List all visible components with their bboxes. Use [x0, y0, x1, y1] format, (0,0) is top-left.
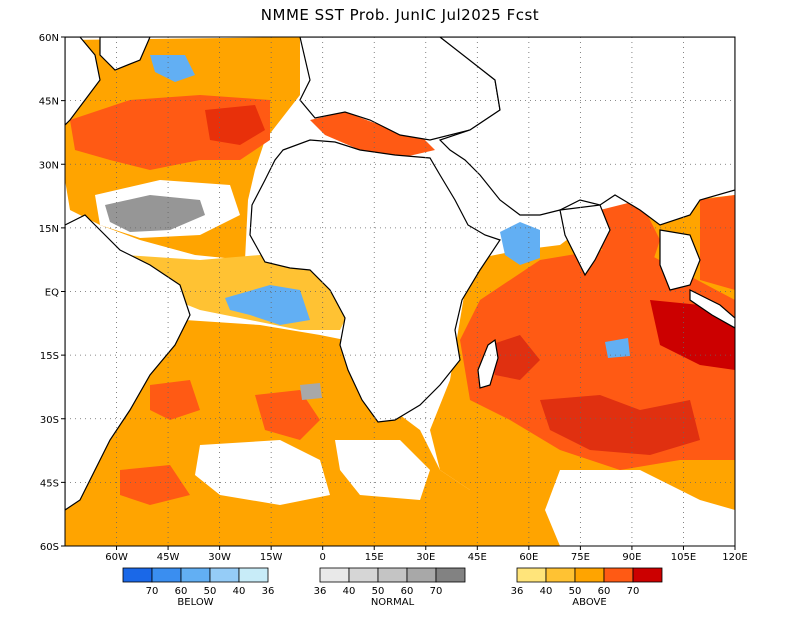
legend-swatch [435, 567, 466, 583]
below-region-north-atlantic [150, 55, 195, 82]
middle-east-asia-landmass [438, 37, 735, 226]
lon-tick-label: 75E [571, 552, 590, 563]
arabian-sea-below [500, 222, 540, 265]
lon-tick-label: 0 [320, 552, 326, 563]
legend-swatch [406, 567, 437, 583]
lat-tick-label: 15S [40, 351, 59, 362]
legend-swatch [632, 567, 663, 583]
legend-normal: 36 40 50 60 70 NORMAL [314, 567, 466, 608]
legend-value-label: 40 [343, 586, 356, 597]
south-atlantic-strong [150, 380, 200, 420]
legend-swatch [545, 567, 576, 583]
legend-swatch [574, 567, 605, 583]
india-landmass [559, 204, 611, 277]
lat-tick-label: 30S [40, 415, 59, 426]
mediterranean-above [310, 112, 435, 158]
legend-above: 36 40 50 60 70 ABOVE [511, 567, 663, 608]
lon-tick-label: 30E [416, 552, 435, 563]
lon-tick-label: 45W [157, 552, 180, 563]
south-america-landmass [65, 214, 191, 511]
legend-value-label: 36 [262, 586, 275, 597]
south-atlantic-gap-2 [335, 440, 430, 500]
axis-ticks: 60W 45W 30W 15W 0 15E 30E 45E 60E 75E 90E 105E 120E 6… [39, 33, 748, 563]
south-atlantic-normal [300, 383, 322, 400]
north-america-landmass [65, 37, 101, 126]
lon-tick-label: 15E [365, 552, 384, 563]
lon-tick-label: 15W [260, 552, 283, 563]
legend-category-label: BELOW [177, 597, 213, 608]
legend-below: 70 60 50 40 36 BELOW [122, 567, 275, 608]
legend-value-label: 60 [401, 586, 414, 597]
legend-value-label: 40 [233, 586, 246, 597]
lat-tick-label: EQ [45, 288, 59, 299]
legend-value-label: 36 [511, 586, 524, 597]
lon-tick-label: 90E [622, 552, 641, 563]
south-atlantic-strong-3 [120, 465, 190, 505]
grid-lines [65, 37, 735, 546]
lon-tick-label: 60W [105, 552, 128, 563]
south-atlantic-gap [195, 440, 330, 505]
lat-tick-label: 60N [39, 33, 59, 44]
legend-value-label: 70 [430, 586, 443, 597]
lat-tick-label: 60S [40, 542, 59, 553]
legend-swatch [516, 567, 547, 583]
legend-swatch [603, 567, 634, 583]
indian-ocean-core [540, 395, 700, 455]
indian-ocean-core-3 [490, 335, 540, 380]
indian-ocean-core-2 [650, 300, 735, 370]
legend-value-label: 70 [146, 586, 159, 597]
lon-tick-label: 60E [519, 552, 538, 563]
legend-swatch [122, 567, 153, 583]
normal-region-atlantic [105, 195, 205, 232]
lat-tick-label: 45N [39, 97, 59, 108]
legend-swatch [319, 567, 350, 583]
legend-value-label: 36 [314, 586, 327, 597]
lon-tick-label: 105E [671, 552, 696, 563]
africa-landmass [249, 139, 501, 423]
legend-swatch [377, 567, 408, 583]
legend-value-label: 50 [204, 586, 217, 597]
indian-ocean-below [605, 338, 630, 358]
legend-value-label: 60 [598, 586, 611, 597]
legend-swatch [180, 567, 211, 583]
legend-swatch [209, 567, 240, 583]
madagascar-landmass [477, 338, 499, 389]
western-pacific-above [700, 195, 735, 290]
lat-tick-label: 30N [39, 160, 59, 171]
map-title: NMME SST Prob. JunIC Jul2025 Fcst [260, 6, 540, 24]
legend-swatch [151, 567, 182, 583]
land-masses [65, 37, 735, 511]
legend-value-label: 70 [627, 586, 640, 597]
lat-tick-label: 15N [39, 224, 59, 235]
bay-of-bengal-above [600, 200, 660, 275]
indian-ocean-gap [545, 470, 735, 546]
legend-category-label: NORMAL [371, 597, 415, 608]
north-atlantic-core-region [205, 105, 265, 145]
lon-tick-label: 45E [468, 552, 487, 563]
southeast-asia-landmass [659, 229, 701, 291]
legend-swatch [348, 567, 379, 583]
legend-value-label: 60 [175, 586, 188, 597]
sumatra-landmass [689, 289, 735, 329]
legend-value-label: 50 [372, 586, 385, 597]
legend-value-label: 50 [569, 586, 582, 597]
lon-tick-label: 120E [722, 552, 747, 563]
legend-category-label: ABOVE [572, 597, 606, 608]
lon-tick-label: 30W [208, 552, 231, 563]
legend-value-label: 40 [540, 586, 553, 597]
lat-tick-label: 45S [40, 478, 59, 489]
legend-swatch [238, 567, 269, 583]
greenland-landmass [99, 37, 151, 71]
equatorial-atlantic-below [225, 285, 310, 325]
